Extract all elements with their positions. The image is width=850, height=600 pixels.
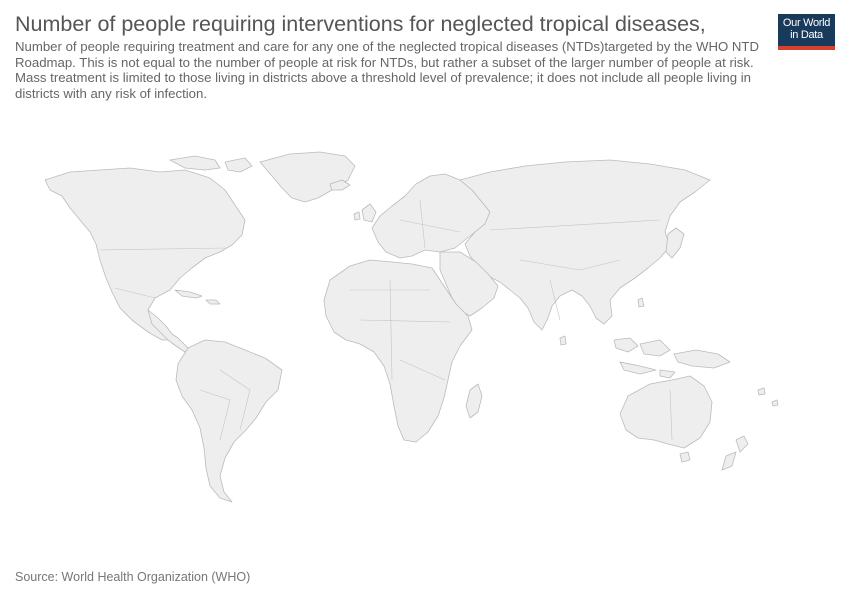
- border-africa-4: [399, 359, 446, 381]
- border-europe-1: [399, 219, 461, 233]
- border-europe-2: [419, 199, 426, 249]
- region-south-america[interactable]: [175, 339, 283, 503]
- region-middle-east[interactable]: [439, 251, 499, 317]
- chart-title: Number of people requiring interventions…: [15, 12, 706, 36]
- region-asia[interactable]: [459, 159, 711, 331]
- border-asia-1: [489, 219, 661, 231]
- border-south-america-1: [219, 369, 251, 431]
- border-africa-2: [359, 319, 451, 323]
- region-caribbean[interactable]: [174, 289, 221, 305]
- region-tasmania[interactable]: [679, 451, 691, 463]
- border-us-canada: [99, 247, 226, 251]
- world-map-svg: [44, 151, 779, 503]
- region-arctic-islands[interactable]: [169, 155, 253, 173]
- border-asia-2: [519, 259, 621, 271]
- region-north-america[interactable]: [44, 167, 246, 341]
- border-south-america-2: [199, 389, 231, 441]
- region-small-islands-asia[interactable]: [559, 297, 645, 346]
- border-asia-3: [549, 279, 561, 321]
- region-southeast-asia[interactable]: [613, 337, 731, 379]
- region-pacific-islands[interactable]: [757, 387, 779, 407]
- border-africa-3: [389, 279, 393, 381]
- world-map: [20, 140, 820, 540]
- region-africa[interactable]: [323, 259, 473, 443]
- region-japan[interactable]: [665, 227, 685, 259]
- logo-line-2: in Data: [790, 29, 823, 41]
- region-greenland[interactable]: [259, 151, 356, 203]
- border-us-mexico: [114, 287, 156, 299]
- region-british-isles[interactable]: [353, 203, 377, 223]
- border-australia: [669, 389, 673, 441]
- region-madagascar[interactable]: [465, 383, 483, 419]
- region-iceland[interactable]: [329, 179, 351, 191]
- region-new-zealand[interactable]: [721, 435, 749, 471]
- logo-line-1: Our World: [782, 17, 831, 29]
- region-australia[interactable]: [619, 375, 713, 449]
- chart-subtitle: Number of people requiring treatment and…: [15, 39, 759, 101]
- owid-logo[interactable]: Our World in Data: [778, 14, 835, 50]
- source-note[interactable]: Source: World Health Organization (WHO): [15, 570, 251, 584]
